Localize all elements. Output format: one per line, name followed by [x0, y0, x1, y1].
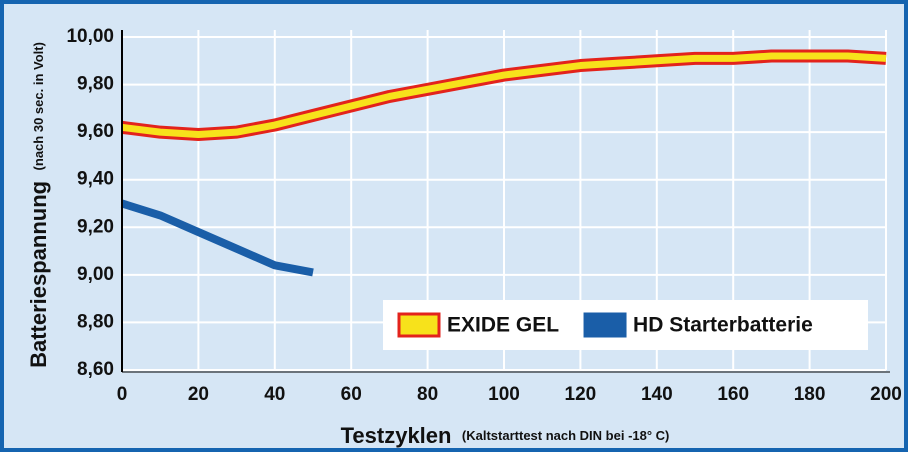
- y-tick-label: 10,00: [66, 26, 114, 47]
- x-tick-label: 140: [641, 384, 673, 405]
- y-tick-label: 9,80: [77, 74, 114, 95]
- y-tick-label: 8,60: [77, 359, 114, 380]
- y-label-note: (nach 30 sec. in Volt): [31, 42, 46, 170]
- x-label-note: (Kaltstarttest nach DIN bei -18° C): [462, 428, 669, 443]
- y-tick-label: 9,40: [77, 169, 114, 190]
- y-axis-title: Batteriespannung (nach 30 sec. in Volt): [26, 42, 51, 368]
- y-label: Batteriespannung: [26, 181, 51, 368]
- x-tick-label: 180: [794, 384, 826, 405]
- x-tick-label: 100: [488, 384, 520, 405]
- x-tick-label: 20: [188, 384, 209, 405]
- y-tick-label: 9,60: [77, 121, 114, 142]
- series-line: [121, 52, 887, 139]
- legend-label: EXIDE GEL: [447, 314, 559, 337]
- plot: [120, 49, 887, 277]
- x-tick-label: 0: [117, 384, 128, 405]
- legend-label: HD Starterbatterie: [633, 314, 813, 337]
- y-tick-label: 9,00: [77, 264, 114, 285]
- y-tick-label: 9,20: [77, 216, 114, 237]
- x-label: Testzyklen: [341, 423, 452, 448]
- x-axis-title: Testzyklen (Kaltstarttest nach DIN bei -…: [341, 423, 670, 448]
- legend-swatch: [583, 312, 627, 338]
- x-tick-label: 40: [264, 384, 285, 405]
- x-tick-label: 160: [717, 384, 749, 405]
- x-tick-label: 120: [565, 384, 597, 405]
- x-tick-label: 60: [341, 384, 362, 405]
- legend: EXIDE GEL HD Starterbatterie: [383, 300, 868, 350]
- series-line: [120, 199, 314, 277]
- x-tick-label: 200: [870, 384, 902, 405]
- x-tick-label: 80: [417, 384, 438, 405]
- legend-swatch: [397, 312, 441, 338]
- y-tick-label: 8,80: [77, 311, 114, 332]
